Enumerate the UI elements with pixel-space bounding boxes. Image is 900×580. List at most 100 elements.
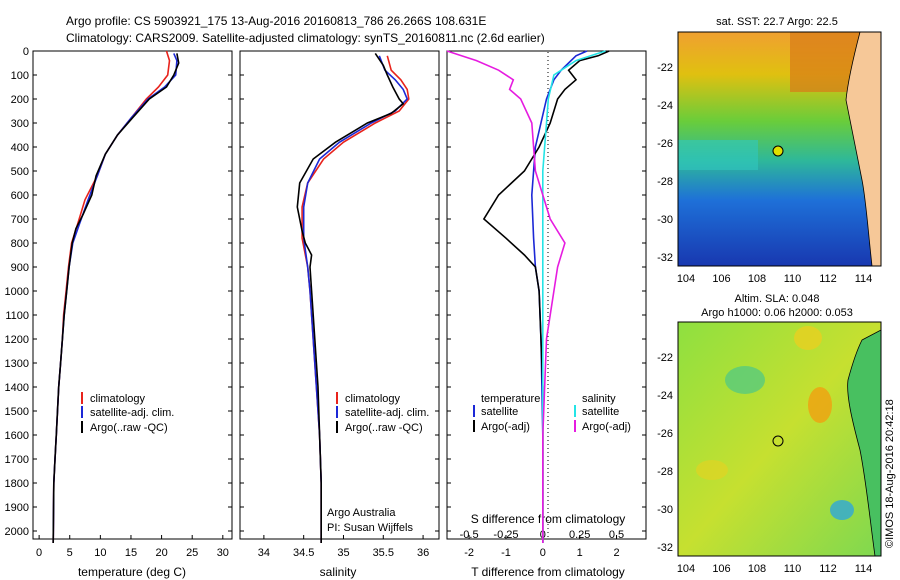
depth-tick-label: 900 [11,262,29,274]
latitude-tick-label: -32 [657,542,673,554]
s-difference-tick-label: 0.25 [569,529,590,541]
sla-high-patch [794,326,822,350]
depth-axis: 0 100 200 300 400 500 600 700 800 900 1000 1100 1200… [5,46,29,538]
s-difference-label: S difference from climatology [471,512,626,526]
sla-map-frame [677,321,882,557]
depth-tick-label: 1200 [5,334,29,346]
latitude-tick-label: -26 [657,428,673,440]
series-line-climatology [301,55,410,543]
series-line-climatology [52,50,171,544]
temperature-tick-label: 30 [217,547,229,559]
depth-tick-label: 1700 [5,454,29,466]
depth-tick-label: 700 [11,214,29,226]
sst-map-frame [677,31,882,267]
sla-longitude-axis: 104 106 108 110 112 114 [677,563,872,575]
latitude-tick-label: -28 [657,176,673,188]
sla-high-patch [696,460,728,480]
latitude-tick-label: -24 [657,390,673,402]
sla-argo-marker [772,435,784,447]
legend-label-satellite: satellite-adj. clim. [90,407,174,419]
depth-tick-label: 1000 [5,286,29,298]
depth-tick-label: 1500 [5,406,29,418]
temperature-tick-label: 10 [94,547,106,559]
series-line-argo-raw-qc [52,53,180,544]
sst-latitude-axis: -22 -24 -26 -28 -30 -32 [657,62,673,264]
t-difference-tick-label: 2 [613,547,619,559]
difference-xlabel: T difference from climatology [471,565,625,579]
salinity-plot-frame [239,50,440,540]
depth-tick-label: 600 [11,190,29,202]
series-line-salinity-argo-adj [446,50,566,543]
sst-argo-marker [772,145,784,157]
depth-tick-label: 100 [11,70,29,82]
legend-title-salinity: salinity [582,393,616,405]
latitude-tick-label: -22 [657,352,673,364]
latitude-tick-label: -30 [657,214,673,226]
longitude-tick-label: 106 [712,563,730,575]
t-difference-tick-label: 1 [577,547,583,559]
longitude-tick-label: 112 [819,563,837,575]
sst-map-title: sat. SST: 22.7 Argo: 22.5 [716,16,838,28]
latitude-tick-label: -30 [657,504,673,516]
salinity-tick-label: 35.5 [373,547,394,559]
salinity-xlabel: salinity [320,565,357,579]
depth-tick-label: 1600 [5,430,29,442]
s-difference-tick-label: 0.5 [609,529,624,541]
sla-map-title-1: Altim. SLA: 0.048 [735,293,820,305]
difference-plot-frame [446,50,647,540]
sla-land [847,329,882,557]
t-difference-tick-label: -1 [501,547,511,559]
longitude-tick-label: 108 [748,563,766,575]
series-line-salinity-satellite [541,50,606,543]
header-line-1: Argo profile: CS 5903921_175 13-Aug-2016… [66,14,486,28]
latitude-tick-label: -22 [657,62,673,74]
latitude-tick-label: -26 [657,138,673,150]
longitude-tick-label: 104 [677,563,695,575]
legend-label-argo: Argo(..raw -QC) [90,422,168,434]
depth-tick-label: 1900 [5,502,29,514]
header-line-2: Climatology: CARS2009. Satellite-adjuste… [66,31,545,45]
depth-tick-label: 1800 [5,478,29,490]
legend-label-t-argo: Argo(-adj) [481,421,530,433]
salinity-tick-label: 35 [337,547,349,559]
temperature-xlabel: temperature (deg C) [78,565,186,579]
longitude-tick-label: 110 [784,273,802,285]
longitude-tick-label: 114 [855,273,873,285]
salinity-tick-label: 34 [258,547,270,559]
temperature-tick-label: 25 [186,547,198,559]
temperature-tick-label: 5 [67,547,73,559]
depth-tick-label: 300 [11,118,29,130]
credit-institution: Argo Australia [327,507,396,519]
series-line-argo-raw-qc [296,52,405,543]
depth-tick-marks [33,50,646,532]
legend-title-temperature: temperature [481,393,540,405]
sla-high-patch [808,387,832,423]
sst-land [845,31,882,267]
temperature-tick-label: 0 [36,547,42,559]
sst-mid-patch [678,140,758,170]
s-difference-tick-label: -0.25 [493,529,518,541]
depth-tick-label: 1300 [5,358,29,370]
longitude-tick-label: 114 [855,563,873,575]
depth-tick-label: 0 [23,46,29,58]
depth-tick-label: 500 [11,166,29,178]
legend-label-t-satellite: satellite [481,406,518,418]
difference-legend: temperature salinity satellite Argo(-adj… [473,393,631,433]
sla-latitude-axis: -22 -24 -26 -28 -30 -32 [657,352,673,554]
temperature-plot-frame [32,50,233,540]
longitude-tick-label: 104 [677,273,695,285]
series-line-temperature-argo-adj [482,50,610,543]
legend-label-climatology: climatology [90,393,146,405]
longitude-tick-label: 106 [712,273,730,285]
t-difference-tick-label: 0 [540,547,546,559]
sla-map-title-2: Argo h1000: 0.06 h2000: 0.053 [701,307,853,319]
latitude-tick-label: -32 [657,252,673,264]
sla-map [677,321,882,557]
salinity-tick-label: 36 [417,547,429,559]
longitude-tick-label: 110 [784,563,802,575]
t-difference-tick-label: -2 [464,547,474,559]
credit-pi: PI: Susan Wijffels [327,522,413,534]
legend-label-s-satellite: satellite [582,406,619,418]
imos-watermark: ©IMOS 18-Aug-2016 20:42:18 [884,399,896,548]
